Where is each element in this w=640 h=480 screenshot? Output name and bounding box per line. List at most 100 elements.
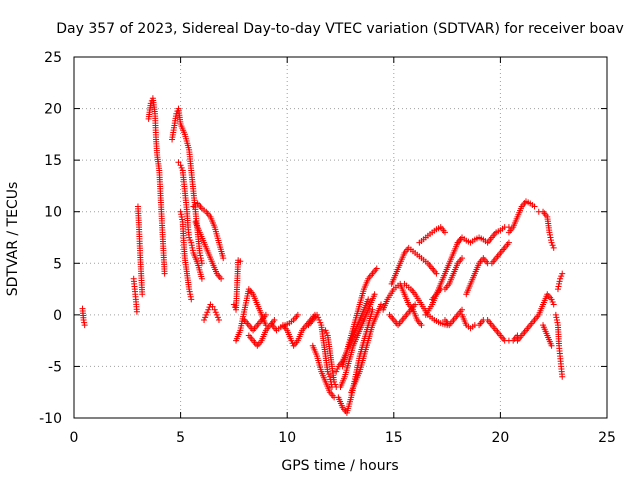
data-point	[189, 247, 196, 254]
data-point	[177, 208, 184, 215]
data-point	[559, 373, 566, 380]
data-point	[315, 314, 322, 321]
data-point	[187, 293, 194, 300]
data-point	[326, 373, 333, 380]
y-tick-label: 0	[53, 308, 62, 324]
data-point	[459, 306, 466, 313]
data-point	[550, 301, 557, 308]
data-point	[559, 270, 566, 277]
y-tick-label: 15	[44, 153, 62, 169]
data-point	[553, 317, 560, 324]
axis-ticks: 0 5 10 15 20 25 -10 -5 0 5 10 15 20 25	[39, 50, 616, 446]
data-point	[314, 311, 321, 318]
data-point	[81, 319, 88, 326]
data-point	[323, 329, 330, 336]
data-point	[188, 239, 195, 246]
data-point	[332, 381, 339, 388]
data-point	[433, 270, 440, 277]
data-point	[179, 216, 186, 223]
x-tick-label: 0	[70, 430, 79, 446]
data-point	[220, 255, 227, 262]
data-point	[201, 317, 208, 324]
data-point	[139, 291, 146, 298]
data-point	[550, 244, 557, 251]
data-point	[322, 327, 329, 334]
data-point	[178, 211, 185, 218]
data-point	[198, 257, 205, 264]
y-tick-label: 20	[44, 102, 62, 118]
data-point	[548, 239, 555, 246]
data-point	[187, 237, 194, 244]
data-point	[205, 306, 212, 313]
data-point	[197, 255, 204, 262]
data-point	[531, 203, 538, 210]
y-tick-label: 10	[44, 205, 62, 221]
data-point	[211, 306, 218, 313]
data-point	[187, 291, 194, 298]
x-tick-label: 20	[491, 430, 509, 446]
data-point	[548, 237, 555, 244]
data-point	[418, 322, 425, 329]
data-point	[213, 311, 220, 318]
data-point	[333, 368, 340, 375]
data-point	[197, 252, 204, 259]
data-point	[186, 288, 193, 295]
data-point	[505, 239, 512, 246]
data-point	[316, 317, 323, 324]
data-point	[203, 311, 210, 318]
x-tick-label: 10	[278, 430, 296, 446]
data-point	[547, 234, 554, 241]
data-point	[325, 371, 332, 378]
data-point	[317, 319, 324, 326]
data-point	[548, 342, 555, 349]
data-point	[459, 255, 466, 262]
data-point	[554, 286, 561, 293]
data-point	[546, 229, 553, 236]
data-point	[209, 303, 216, 310]
data-point	[178, 164, 185, 171]
data-point	[198, 275, 205, 282]
x-tick-label: 5	[176, 430, 185, 446]
data-point	[204, 309, 211, 316]
data-point	[178, 213, 185, 220]
data-point	[556, 280, 563, 287]
data-point	[188, 296, 195, 303]
data-point	[556, 278, 563, 285]
data-point	[186, 286, 193, 293]
plot-frame	[73, 56, 608, 419]
data-point	[271, 317, 278, 324]
x-tick-label: 15	[385, 430, 403, 446]
data-series	[79, 95, 566, 416]
data-point	[558, 273, 565, 280]
data-point	[262, 311, 269, 318]
y-tick-label: -5	[48, 359, 62, 375]
data-point	[133, 308, 140, 315]
data-point	[202, 314, 209, 321]
data-point	[161, 270, 168, 277]
data-point	[412, 301, 419, 308]
data-point	[373, 265, 380, 272]
data-point	[371, 291, 378, 298]
data-point	[237, 258, 244, 265]
data-point	[218, 275, 225, 282]
data-point	[215, 317, 222, 324]
data-point	[555, 283, 562, 290]
data-point	[214, 314, 221, 321]
data-point	[189, 244, 196, 251]
data-point	[557, 275, 564, 282]
y-axis-label: SDTVAR / TECUs	[5, 182, 21, 297]
data-point	[294, 311, 301, 318]
data-point	[552, 311, 559, 318]
data-point	[186, 234, 193, 241]
y-tick-label: -10	[39, 411, 62, 427]
x-axis-label: GPS time / hours	[281, 458, 398, 474]
data-point	[365, 296, 372, 303]
data-point	[188, 242, 195, 249]
data-point	[553, 314, 560, 321]
x-tick-label: 25	[598, 430, 616, 446]
data-point	[549, 298, 556, 305]
data-point	[206, 304, 213, 311]
data-point	[369, 306, 376, 313]
chart-title: Day 357 of 2023, Sidereal Day-to-day VTE…	[56, 21, 624, 37]
